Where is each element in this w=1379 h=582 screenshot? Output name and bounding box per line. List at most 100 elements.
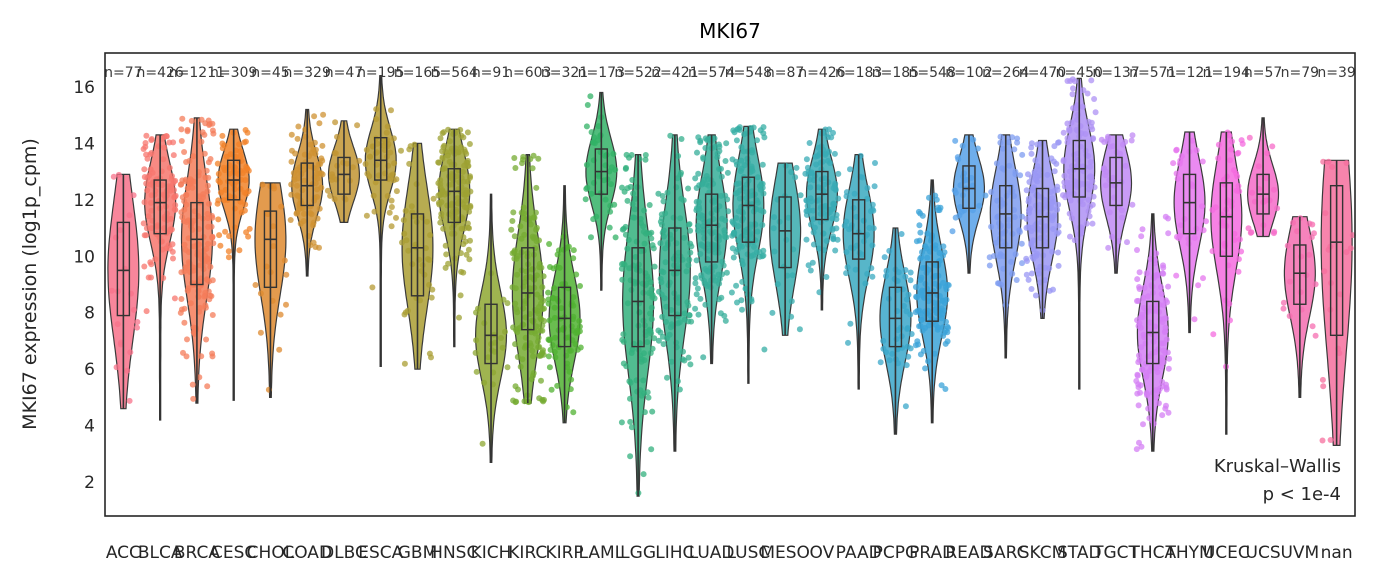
data-point: [288, 181, 295, 188]
data-point: [242, 177, 249, 184]
data-point: [225, 248, 232, 255]
data-point: [277, 311, 284, 318]
data-point: [295, 123, 302, 130]
data-point: [728, 289, 735, 296]
data-point: [436, 159, 442, 166]
data-point: [270, 243, 277, 250]
data-point: [169, 173, 175, 180]
data-point: [754, 137, 760, 144]
data-point: [907, 277, 914, 284]
data-point: [1135, 384, 1142, 391]
data-point: [822, 151, 829, 158]
data-point: [629, 201, 636, 207]
data-point: [186, 157, 193, 164]
data-point: [970, 136, 977, 143]
data-point: [1145, 405, 1152, 412]
sample-count-label: n=185: [872, 65, 919, 81]
data-point: [803, 236, 810, 243]
data-point: [190, 243, 197, 250]
data-point: [902, 267, 909, 273]
data-point: [521, 210, 528, 217]
data-point: [148, 207, 155, 214]
data-point: [444, 202, 451, 209]
data-point: [627, 453, 634, 460]
data-point: [702, 301, 709, 308]
data-point: [510, 209, 517, 216]
data-point: [252, 282, 259, 288]
data-point: [676, 386, 683, 393]
data-point: [243, 190, 250, 197]
data-point: [209, 312, 216, 318]
data-point: [816, 289, 823, 296]
data-point: [545, 353, 552, 360]
data-point: [533, 226, 540, 233]
data-point: [942, 284, 949, 290]
data-point: [675, 153, 682, 159]
data-point: [649, 242, 656, 249]
data-point: [883, 273, 889, 279]
data-point: [456, 314, 462, 321]
data-point: [179, 115, 186, 122]
data-point: [393, 188, 400, 195]
data-point: [1158, 340, 1165, 347]
data-point: [1165, 365, 1172, 372]
data-point: [788, 313, 795, 320]
data-point: [696, 206, 703, 213]
data-point: [305, 233, 312, 239]
data-point: [803, 156, 810, 163]
data-point: [739, 261, 746, 268]
data-point: [447, 148, 454, 155]
data-point: [601, 177, 608, 184]
data-point: [817, 210, 824, 217]
data-point: [314, 175, 321, 182]
data-point: [1290, 219, 1296, 226]
data-point: [1145, 293, 1152, 300]
data-point: [692, 275, 699, 282]
data-point: [1306, 251, 1313, 258]
sample-count-label: n=470: [1019, 65, 1066, 81]
data-point: [723, 269, 730, 276]
data-point: [481, 379, 488, 386]
data-point: [1249, 189, 1256, 196]
data-point: [597, 133, 604, 140]
data-point: [181, 198, 188, 205]
data-point: [640, 350, 647, 357]
data-point: [703, 173, 710, 179]
data-point: [902, 273, 909, 280]
x-tick-label: BRCA: [174, 543, 220, 563]
data-point: [1032, 292, 1039, 299]
data-point: [1106, 209, 1113, 216]
data-point: [1163, 402, 1169, 409]
data-point: [919, 287, 926, 294]
data-point: [715, 141, 722, 148]
data-point: [1280, 305, 1287, 312]
data-point: [733, 215, 740, 221]
data-point: [1067, 233, 1073, 240]
data-point: [812, 153, 819, 160]
data-point: [1077, 123, 1084, 130]
x-tick-label: SKCM: [1019, 543, 1067, 563]
data-point: [1337, 291, 1344, 298]
data-point: [642, 152, 649, 158]
data-point: [209, 277, 216, 284]
data-point: [519, 160, 525, 167]
data-point: [141, 166, 148, 173]
data-point: [905, 353, 912, 360]
data-point: [744, 155, 751, 162]
data-point: [1061, 172, 1068, 179]
data-point: [390, 135, 397, 142]
data-point: [751, 243, 757, 250]
data-point: [1320, 383, 1327, 390]
data-point: [788, 169, 795, 176]
data-point: [1234, 173, 1241, 180]
data-point: [871, 183, 878, 190]
data-point: [880, 345, 887, 352]
data-point: [1170, 160, 1177, 167]
data-point: [1135, 297, 1142, 304]
data-point: [209, 120, 216, 127]
data-point: [299, 187, 306, 194]
data-point: [189, 184, 196, 191]
data-point: [632, 254, 639, 260]
data-point: [270, 223, 277, 230]
data-point: [1014, 139, 1021, 146]
